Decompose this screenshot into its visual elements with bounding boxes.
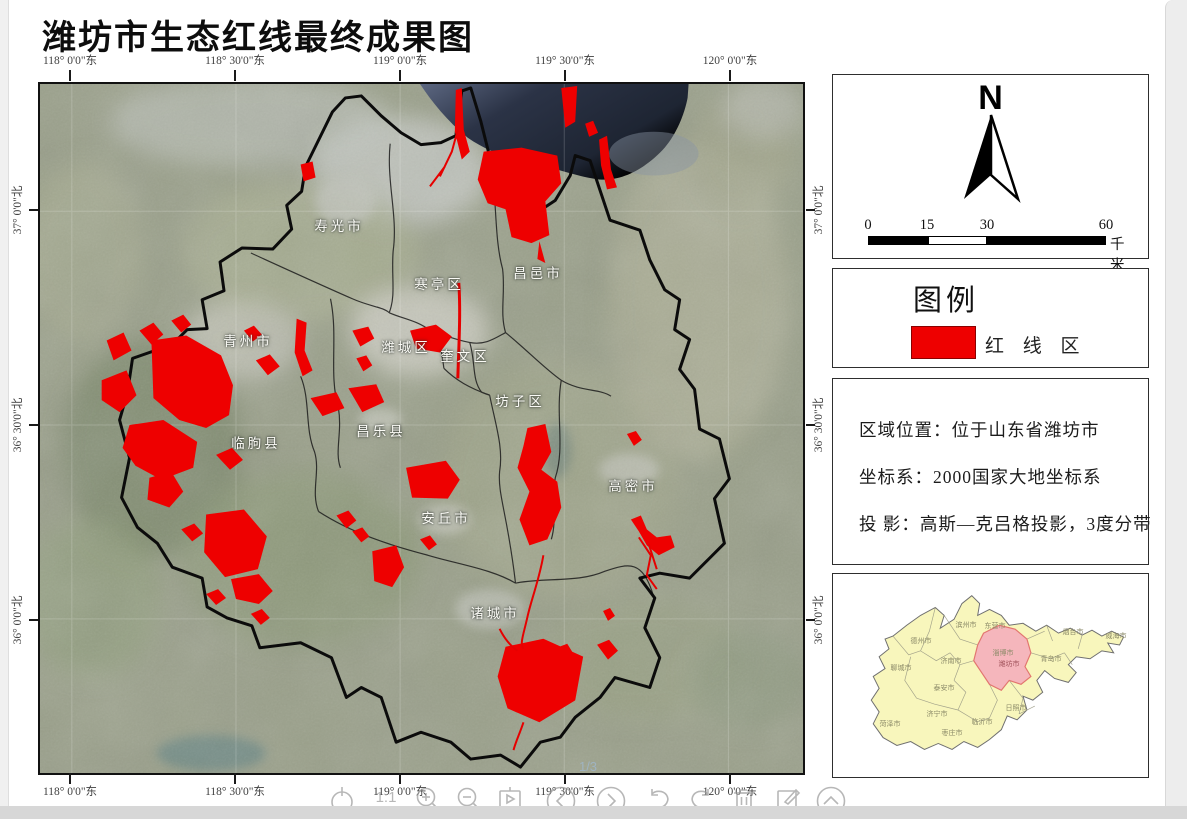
redline-polygons	[101, 85, 675, 723]
inset-city-label: 济宁市	[926, 710, 948, 718]
district-label: 高密市	[608, 479, 658, 494]
lat-label-left: 36° 30'0"北	[12, 397, 24, 453]
tick	[69, 773, 71, 784]
lon-label-top: 118° 0'0"东	[42, 55, 98, 67]
city-outer-boundary	[118, 86, 731, 769]
tick	[564, 773, 566, 784]
tick	[729, 773, 731, 784]
tick	[69, 70, 71, 81]
north-label: N	[978, 79, 1003, 117]
inset-city-label: 日照市	[1005, 704, 1027, 712]
lon-label-bottom: 119° 0'0"东	[372, 786, 428, 798]
shandong-inset-map	[870, 595, 1125, 750]
lon-label-top: 119° 30'0"东	[535, 55, 595, 67]
district-label: 昌邑市	[513, 266, 563, 281]
north-arrow-box: N 0 15 30 60 千米	[832, 74, 1149, 274]
info-coordsys: 坐标系：2000国家大地坐标系	[859, 467, 1102, 487]
tick	[806, 619, 815, 621]
tick	[806, 209, 815, 211]
trash-icon	[734, 789, 754, 810]
viewer-scrollbar[interactable]	[1165, 0, 1187, 806]
district-label: 青州市	[223, 334, 273, 349]
map-info-box: 区域位置：位于山东省潍坊市 坐标系：2000国家大地坐标系 投 影：高斯—克吕格…	[832, 378, 1152, 565]
inset-city-label: 淄博市	[992, 649, 1014, 657]
tick	[234, 70, 236, 81]
info-projection: 投 影：高斯—克吕格投影，3度分带	[859, 514, 1152, 534]
inset-city-label: 青岛市	[1040, 655, 1062, 663]
lon-label-top: 119° 0'0"东	[372, 55, 428, 67]
legend-title: 图例	[913, 285, 980, 317]
lon-label-top: 118° 30'0"东	[205, 55, 265, 67]
district-label: 昌乐县	[356, 424, 406, 439]
inset-city-label: 临沂市	[971, 718, 993, 726]
main-map: 寿光市 寒亭区 昌邑市 潍城区 奎文区 青州市 坊子区 临朐县 昌乐县 安丘市 …	[38, 82, 805, 775]
district-label: 寒亭区	[414, 277, 464, 292]
district-label: 潍城区	[381, 340, 431, 355]
lon-label-bottom: 119° 30'0"东	[535, 786, 595, 798]
lon-label-bottom: 118° 30'0"东	[205, 786, 265, 798]
district-label: 寿光市	[314, 219, 364, 234]
page-title: 潍坊市生态红线最终成果图	[42, 19, 474, 57]
info-location: 区域位置：位于山东省潍坊市	[859, 420, 1100, 440]
weifang-highlight-polygon	[973, 624, 1032, 692]
page-indicator: 1/3	[578, 759, 598, 774]
inset-city-label: 烟台市	[1062, 628, 1084, 636]
tick	[234, 773, 236, 784]
undo-icon	[651, 789, 669, 809]
inset-city-label: 枣庄市	[941, 729, 963, 737]
tick	[29, 209, 38, 211]
tick	[806, 424, 815, 426]
tick	[399, 70, 401, 81]
inset-city-label: 威海市	[1105, 632, 1127, 640]
lon-label-bottom: 120° 0'0"东	[702, 786, 758, 798]
viewer-left-margin	[0, 0, 9, 806]
inset-city-label: 聊城市	[890, 664, 912, 672]
rotate-icon	[691, 789, 709, 809]
inset-city-label: 东营市	[984, 622, 1006, 630]
tick	[29, 424, 38, 426]
delete-button[interactable]	[732, 786, 756, 817]
legend-box: 图例 红 线 区	[832, 268, 1149, 368]
inset-city-label-weifang: 潍坊市	[998, 660, 1020, 668]
inset-city-label: 菏泽市	[879, 720, 901, 728]
lat-label-left: 37° 0'0"北	[12, 185, 24, 235]
province-inset-box: 德州市 聊城市 滨州市 东营市 济南市 淄博市 泰安市 济宁市 菏泽市 枣庄市 …	[832, 573, 1149, 778]
tick	[29, 619, 38, 621]
district-label: 安丘市	[421, 511, 471, 526]
scale-tick-label: 60	[1098, 217, 1114, 233]
scale-bar: 0 15 30 60 千米	[864, 217, 1126, 274]
north-arrow-icon	[963, 114, 1021, 203]
inset-city-label: 滨州市	[955, 621, 977, 629]
tick	[729, 70, 731, 81]
scale-tick-label: 30	[979, 217, 995, 233]
undo-button[interactable]	[646, 786, 672, 817]
satellite-map-canvas	[40, 84, 803, 773]
shallow-water	[609, 131, 699, 176]
redline-legend-swatch	[911, 326, 976, 359]
inset-city-label: 德州市	[910, 637, 932, 645]
inset-city-label: 济南市	[940, 657, 962, 665]
lat-label-left: 36° 0'0"北	[12, 595, 24, 645]
viewer-bottom-strip	[0, 806, 1187, 819]
lon-label-top: 120° 0'0"东	[702, 55, 758, 67]
district-label: 临朐县	[231, 436, 281, 451]
scale-tick-label: 15	[919, 217, 935, 233]
lon-label-bottom: 118° 0'0"东	[42, 786, 98, 798]
inset-city-label: 泰安市	[933, 684, 955, 692]
legend-item-label: 红 线 区	[985, 336, 1087, 357]
scale-tick-label: 0	[864, 217, 872, 233]
district-label: 奎文区	[440, 349, 490, 364]
district-label: 坊子区	[495, 394, 545, 409]
redo-button[interactable]	[688, 786, 714, 817]
redline-rivers	[429, 129, 658, 751]
tick	[564, 70, 566, 81]
tick	[399, 773, 401, 784]
district-label: 诸城市	[470, 606, 520, 621]
sea-area	[420, 84, 689, 180]
